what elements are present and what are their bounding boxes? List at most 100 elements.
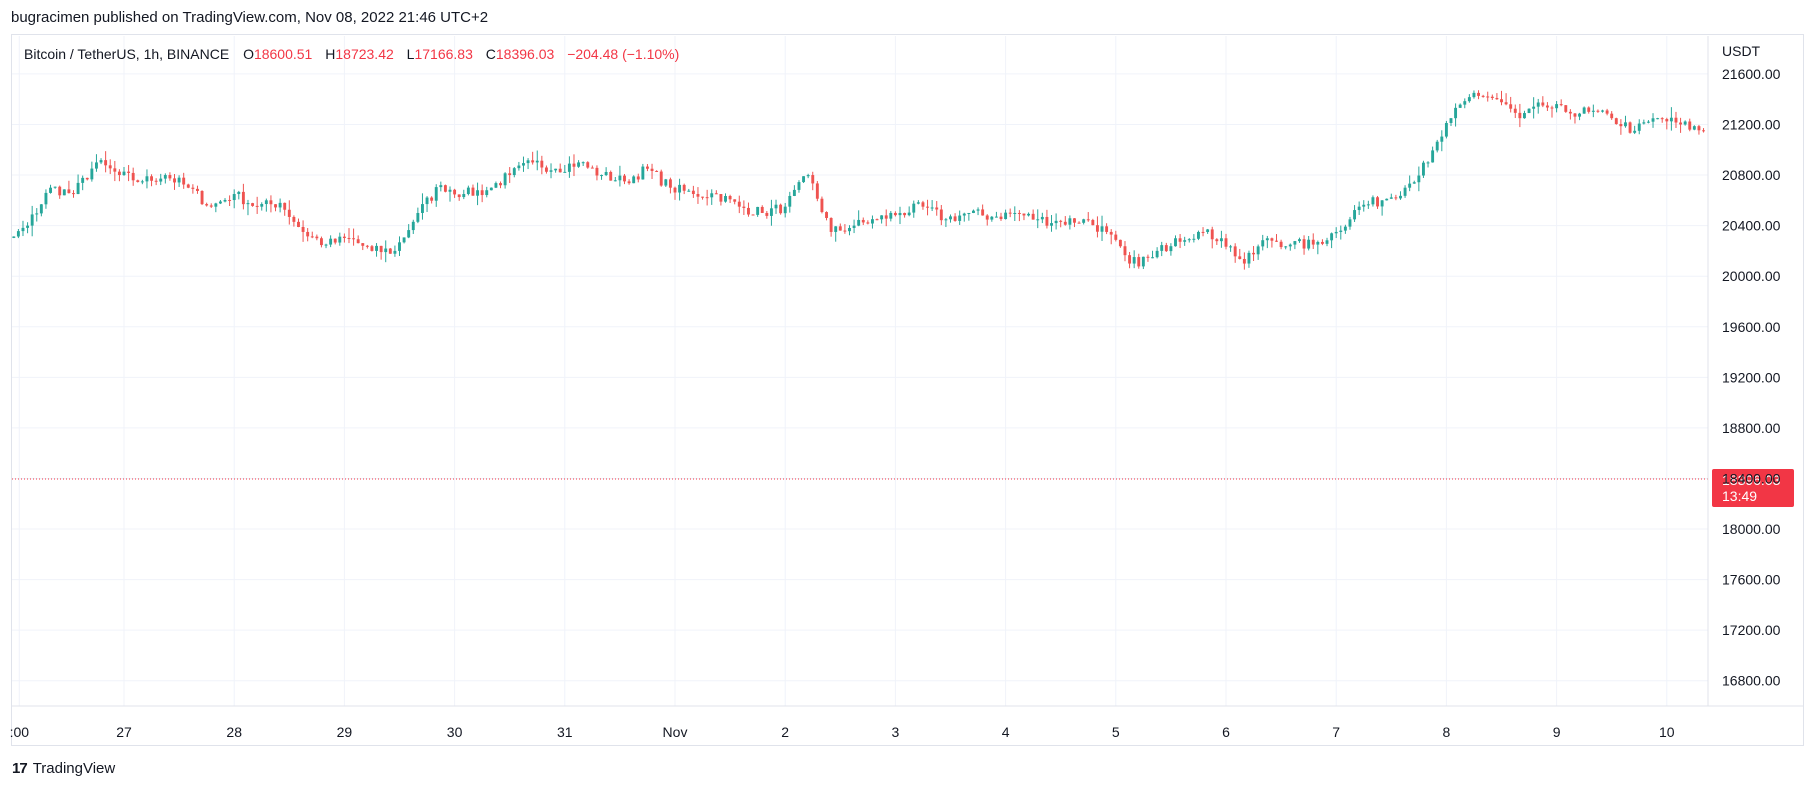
- candle-body: [1688, 121, 1692, 130]
- candle-body: [287, 209, 291, 217]
- footer-brand[interactable]: TradingView: [32, 760, 116, 777]
- candle-body: [1353, 210, 1357, 220]
- candle-body: [1261, 240, 1265, 247]
- candle-body: [1256, 246, 1260, 255]
- candle-body: [1559, 104, 1563, 106]
- candle-body: [517, 165, 521, 169]
- candle-body: [1343, 226, 1347, 231]
- candle-body: [1357, 206, 1361, 211]
- candle-body: [26, 225, 30, 228]
- candle-body: [870, 219, 874, 224]
- candle-body: [696, 194, 700, 197]
- candle-body: [1339, 230, 1343, 232]
- symbol-title[interactable]: Bitcoin / TetherUS, 1h, BINANCE: [24, 46, 230, 62]
- candle-body: [1270, 238, 1274, 241]
- candle-body: [1050, 223, 1053, 226]
- candle-body: [1091, 220, 1095, 226]
- x-tick-label: 6: [1222, 724, 1230, 740]
- candle-body: [1555, 104, 1559, 109]
- candle-body: [875, 219, 879, 221]
- candle-body: [949, 216, 952, 220]
- candle-body: [1109, 231, 1113, 235]
- candle-body: [393, 250, 397, 254]
- candle-body: [769, 208, 773, 216]
- candle-body: [1334, 231, 1338, 234]
- candle-body: [916, 202, 920, 204]
- high-value: 18723.42: [335, 46, 394, 62]
- candle-body: [1541, 102, 1545, 106]
- candle-body: [1059, 220, 1063, 222]
- candle-body: [1201, 231, 1205, 233]
- low-label: L: [406, 46, 415, 62]
- candle-body: [1431, 150, 1435, 163]
- candle-body: [35, 213, 39, 215]
- candle-body: [1206, 229, 1210, 233]
- candle-body: [1683, 121, 1687, 125]
- candle-body: [792, 189, 796, 196]
- candle-body: [1665, 119, 1669, 122]
- tradingview-logo-icon[interactable]: 17: [12, 760, 28, 777]
- candle-body: [586, 162, 590, 168]
- candle-body: [260, 204, 264, 207]
- candle-body: [140, 181, 144, 183]
- candle-body: [421, 204, 424, 213]
- candle-body: [944, 219, 948, 221]
- candle-body: [1380, 200, 1384, 207]
- candle-body: [1132, 257, 1136, 264]
- candle-body: [1008, 212, 1012, 214]
- candle-body: [1077, 222, 1081, 224]
- candle-body: [701, 196, 704, 198]
- candle-body: [1027, 213, 1031, 216]
- candle-body: [1403, 187, 1407, 196]
- candle-body: [95, 162, 98, 169]
- candle-body: [1481, 95, 1485, 97]
- last-price-label: 18396.03: [1722, 472, 1781, 488]
- candle-body: [1660, 118, 1664, 120]
- candle-body: [958, 215, 962, 221]
- candle-body: [1587, 107, 1591, 112]
- candle-body: [1536, 102, 1540, 107]
- candle-body: [760, 206, 764, 213]
- x-tick-label: Nov: [663, 724, 688, 740]
- candle-body: [1022, 213, 1026, 216]
- candle-body: [145, 176, 149, 182]
- candle-body: [558, 168, 562, 173]
- candle-body: [664, 179, 668, 186]
- x-tick-label: 9: [1553, 724, 1561, 740]
- candle-body: [416, 212, 420, 222]
- candle-body: [1045, 216, 1049, 226]
- candle-body: [324, 244, 328, 246]
- candle-body: [342, 236, 346, 238]
- candle-body: [1242, 258, 1246, 264]
- candle-body: [659, 171, 663, 186]
- candle-body: [1036, 219, 1040, 221]
- chart-frame[interactable]: [11, 34, 1804, 746]
- candle-body: [1265, 238, 1269, 241]
- candle-body: [1105, 226, 1109, 232]
- candle-body: [650, 168, 654, 171]
- candle-body: [1137, 257, 1141, 267]
- candle-body: [834, 226, 838, 232]
- candle-body: [173, 178, 176, 183]
- candle-body: [1646, 121, 1650, 123]
- candle-body: [329, 238, 333, 245]
- candle-body: [531, 160, 535, 163]
- candle-body: [1279, 241, 1283, 248]
- candle-body: [1293, 241, 1297, 245]
- candle-body: [825, 212, 828, 218]
- candle-body: [577, 162, 581, 167]
- candle-body: [1624, 122, 1627, 127]
- candle-body: [1252, 252, 1255, 255]
- candle-body: [283, 202, 287, 210]
- candle-body: [1219, 238, 1223, 242]
- x-tick-label: 27: [116, 724, 132, 740]
- candle-body: [1472, 92, 1476, 98]
- candle-body: [223, 199, 227, 202]
- y-tick-label: 19600.00: [1722, 319, 1781, 335]
- candle-body: [802, 176, 806, 183]
- candle-body: [1550, 107, 1554, 109]
- candle-body: [898, 212, 902, 216]
- candle-body: [494, 183, 498, 188]
